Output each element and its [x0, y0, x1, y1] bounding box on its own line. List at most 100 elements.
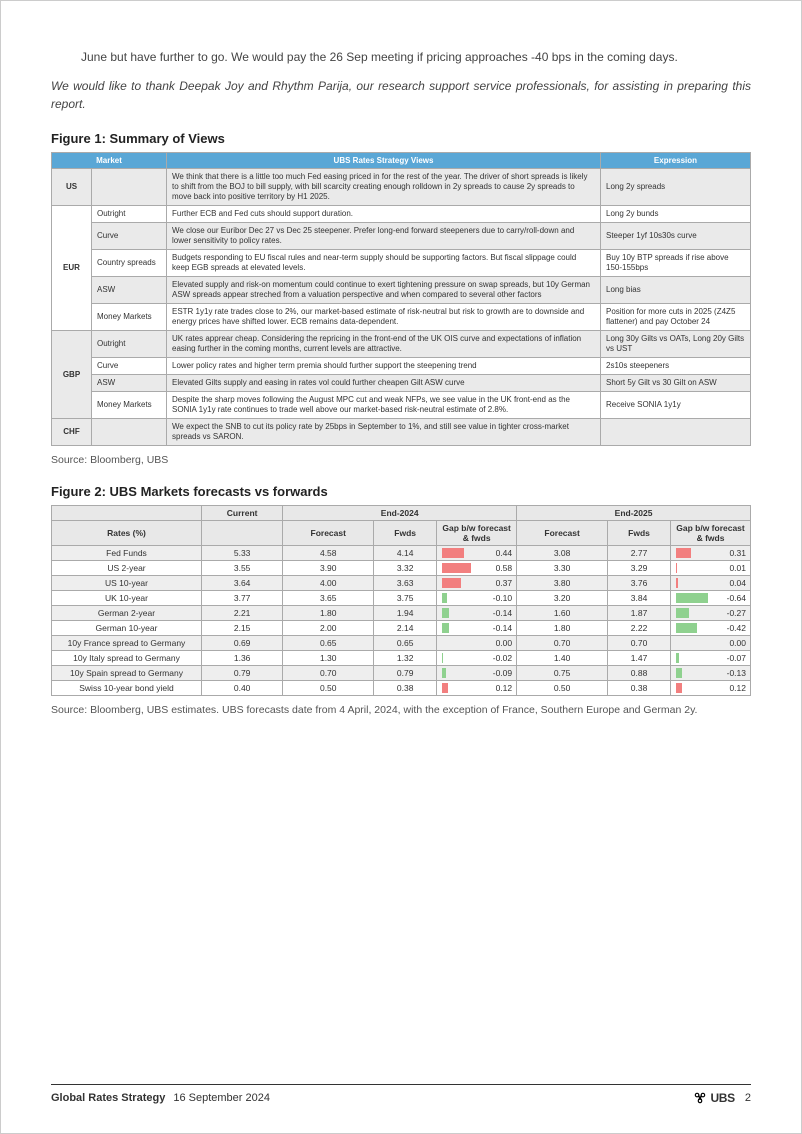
t2-gap-cell: -0.13: [671, 666, 751, 681]
t1-type: Curve: [92, 358, 167, 375]
t1-type: Money Markets: [92, 304, 167, 331]
t1-expression: Receive SONIA 1y1y: [601, 392, 751, 419]
t1-currency: EUR: [52, 206, 92, 331]
keys-icon: [693, 1091, 707, 1105]
footer-date: 16 September 2024: [173, 1092, 270, 1104]
t2-gap-cell: -0.10: [437, 591, 517, 606]
t2-w24: 0.65: [374, 636, 437, 651]
t2-w25: 3.76: [608, 576, 671, 591]
t2-current: 3.55: [202, 561, 283, 576]
t2-row-label: Fed Funds: [52, 546, 202, 561]
t1-h-expression: Expression: [601, 153, 751, 169]
t2-gap-cell: 0.12: [671, 681, 751, 696]
t2-w25: 0.88: [608, 666, 671, 681]
t2-h-blank2: [202, 521, 283, 546]
t1-view: Budgets responding to EU fiscal rules an…: [167, 250, 601, 277]
t2-row-label: 10y Italy spread to Germany: [52, 651, 202, 666]
t2-h-w24: Fwds: [374, 521, 437, 546]
t1-expression: Long 30y Gilts vs OATs, Long 20y Gilts v…: [601, 331, 751, 358]
t2-row-label: German 10-year: [52, 621, 202, 636]
t2-f24: 0.50: [283, 681, 374, 696]
t1-view: UK rates apprear cheap. Considering the …: [167, 331, 601, 358]
footer-left: Global Rates Strategy 16 September 2024: [51, 1092, 270, 1104]
t2-f25: 0.50: [517, 681, 608, 696]
t2-w24: 2.14: [374, 621, 437, 636]
page-footer: Global Rates Strategy 16 September 2024 …: [51, 1084, 751, 1105]
t1-currency: CHF: [52, 419, 92, 446]
t1-expression: 2s10s steepeners: [601, 358, 751, 375]
t2-w25: 0.38: [608, 681, 671, 696]
t2-f24: 2.00: [283, 621, 374, 636]
t1-view: Lower policy rates and higher term premi…: [167, 358, 601, 375]
t2-row-label: 10y Spain spread to Germany: [52, 666, 202, 681]
t2-h-rates: Rates (%): [52, 521, 202, 546]
footer-right: UBS 2: [693, 1091, 751, 1105]
t1-currency: US: [52, 169, 92, 206]
t2-w25: 1.47: [608, 651, 671, 666]
t2-w25: 2.77: [608, 546, 671, 561]
t2-f24: 3.90: [283, 561, 374, 576]
t2-f25: 0.70: [517, 636, 608, 651]
figure1-title: Figure 1: Summary of Views: [51, 131, 751, 146]
t2-gap-cell: 0.31: [671, 546, 751, 561]
t2-f25: 0.75: [517, 666, 608, 681]
t1-h-views: UBS Rates Strategy Views: [167, 153, 601, 169]
t1-expression: Long 2y spreads: [601, 169, 751, 206]
t2-current: 0.79: [202, 666, 283, 681]
t2-current: 3.64: [202, 576, 283, 591]
t2-h-g25: Gap b/w forecast & fwds: [671, 521, 751, 546]
t2-f25: 3.30: [517, 561, 608, 576]
t2-current: 2.21: [202, 606, 283, 621]
t2-w25: 3.84: [608, 591, 671, 606]
t2-gap-cell: -0.07: [671, 651, 751, 666]
t2-f25: 3.20: [517, 591, 608, 606]
t1-type: Country spreads: [92, 250, 167, 277]
t1-h-market: Market: [52, 153, 167, 169]
t1-expression: Long 2y bunds: [601, 206, 751, 223]
t2-row-label: US 2-year: [52, 561, 202, 576]
t1-view: Elevated Gilts supply and easing in rate…: [167, 375, 601, 392]
t2-w25: 0.70: [608, 636, 671, 651]
t1-expression: Steeper 1yf 10s30s curve: [601, 223, 751, 250]
t2-h-blank: [52, 506, 202, 521]
t2-f24: 0.65: [283, 636, 374, 651]
t2-current: 0.69: [202, 636, 283, 651]
t2-w24: 3.75: [374, 591, 437, 606]
t2-w24: 1.94: [374, 606, 437, 621]
t2-h-end2025: End-2025: [517, 506, 751, 521]
t1-view: ESTR 1y1y rate trades close to 2%, our m…: [167, 304, 601, 331]
t2-current: 0.40: [202, 681, 283, 696]
t2-gap-cell: -0.14: [437, 621, 517, 636]
t2-w25: 1.87: [608, 606, 671, 621]
t2-gap-cell: -0.27: [671, 606, 751, 621]
t1-view: Despite the sharp moves following the Au…: [167, 392, 601, 419]
figure1-source: Source: Bloomberg, UBS: [51, 454, 751, 466]
t2-f25: 1.40: [517, 651, 608, 666]
t2-f25: 1.60: [517, 606, 608, 621]
t2-w25: 3.29: [608, 561, 671, 576]
intro-line1: June but have further to go. We would pa…: [51, 49, 751, 66]
t2-row-label: German 2-year: [52, 606, 202, 621]
t2-gap-cell: 0.37: [437, 576, 517, 591]
t1-type: Curve: [92, 223, 167, 250]
t2-h-w25: Fwds: [608, 521, 671, 546]
t2-w25: 2.22: [608, 621, 671, 636]
t1-expression: Position for more cuts in 2025 (Z4Z5 fla…: [601, 304, 751, 331]
t2-gap-cell: -0.02: [437, 651, 517, 666]
t1-type: ASW: [92, 277, 167, 304]
t1-view: Elevated supply and risk-on momentum cou…: [167, 277, 601, 304]
t2-current: 3.77: [202, 591, 283, 606]
t2-row-label: Swiss 10-year bond yield: [52, 681, 202, 696]
figure2-source: Source: Bloomberg, UBS estimates. UBS fo…: [51, 704, 751, 716]
t2-h-current: Current: [202, 506, 283, 521]
t2-w24: 4.14: [374, 546, 437, 561]
t1-view: We expect the SNB to cut its policy rate…: [167, 419, 601, 446]
t2-gap-cell: -0.14: [437, 606, 517, 621]
t1-type: [92, 419, 167, 446]
t1-expression: Long bias: [601, 277, 751, 304]
t2-f25: 3.80: [517, 576, 608, 591]
t2-w24: 3.63: [374, 576, 437, 591]
t1-currency: GBP: [52, 331, 92, 419]
t1-expression: [601, 419, 751, 446]
t2-gap-cell: -0.42: [671, 621, 751, 636]
